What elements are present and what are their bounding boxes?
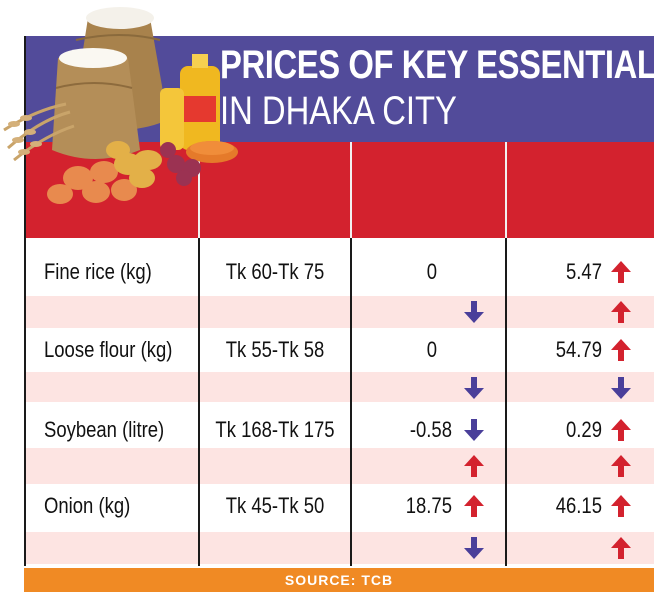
change-value-1: 18.75 xyxy=(405,493,452,518)
flour-sack-icon xyxy=(52,51,140,159)
header-divider xyxy=(350,142,352,238)
change-value-2: 0.29 xyxy=(566,417,602,442)
up-arrow-icon xyxy=(611,495,631,517)
down-arrow-icon xyxy=(611,377,631,399)
wheat-icon xyxy=(3,102,75,162)
column-divider xyxy=(505,142,507,566)
item-name: Fine rice (kg) xyxy=(44,259,152,284)
up-arrow-icon xyxy=(464,495,484,517)
price-range: Tk 60-Tk 75 xyxy=(225,259,325,284)
header-divider xyxy=(198,142,200,238)
up-arrow-icon xyxy=(611,455,631,477)
down-arrow-icon xyxy=(464,537,484,559)
eggs-icon xyxy=(47,161,137,204)
up-arrow-icon xyxy=(611,339,631,361)
price-range: Tk 55-Tk 58 xyxy=(225,337,325,362)
header-divider xyxy=(505,142,507,238)
price-range: Tk 168-Tk 175 xyxy=(215,417,335,442)
table-left-border xyxy=(24,36,26,566)
table-row-spacer xyxy=(24,532,654,564)
page-title: PRICES OF KEY ESSENTIALS xyxy=(220,43,654,87)
down-arrow-icon xyxy=(464,419,484,441)
change-value-2: 46.15 xyxy=(555,493,602,518)
source-label: SOURCE: TCB xyxy=(284,572,394,588)
change-value-1: 0 xyxy=(426,259,437,284)
item-name: Loose flour (kg) xyxy=(44,337,173,362)
item-name: Onion (kg) xyxy=(44,493,131,518)
column-divider xyxy=(350,142,352,566)
change-value-2: 54.79 xyxy=(555,337,602,362)
up-arrow-icon xyxy=(611,261,631,283)
item-name: Soybean (litre) xyxy=(44,417,165,442)
change-value-2: 5.47 xyxy=(566,259,602,284)
up-arrow-icon xyxy=(611,419,631,441)
down-arrow-icon xyxy=(464,301,484,323)
price-range: Tk 45-Tk 50 xyxy=(225,493,325,518)
change-value-1: 0 xyxy=(426,337,437,362)
food-illustration xyxy=(3,7,238,204)
source-bar xyxy=(24,568,654,592)
down-arrow-icon xyxy=(464,377,484,399)
onions-icon xyxy=(160,142,201,186)
column-divider xyxy=(198,142,200,566)
up-arrow-icon xyxy=(611,537,631,559)
potatoes-icon xyxy=(106,141,162,188)
up-arrow-icon xyxy=(464,455,484,477)
table-row-spacer xyxy=(24,296,654,328)
rice-pile-icon xyxy=(86,7,154,29)
up-arrow-icon xyxy=(611,301,631,323)
flour-pile-icon xyxy=(59,48,127,68)
page-subtitle: IN DHAKA CITY xyxy=(220,89,457,133)
table-row-spacer xyxy=(24,372,654,402)
table-row-spacer xyxy=(24,448,654,484)
change-value-1: -0.58 xyxy=(409,417,452,442)
